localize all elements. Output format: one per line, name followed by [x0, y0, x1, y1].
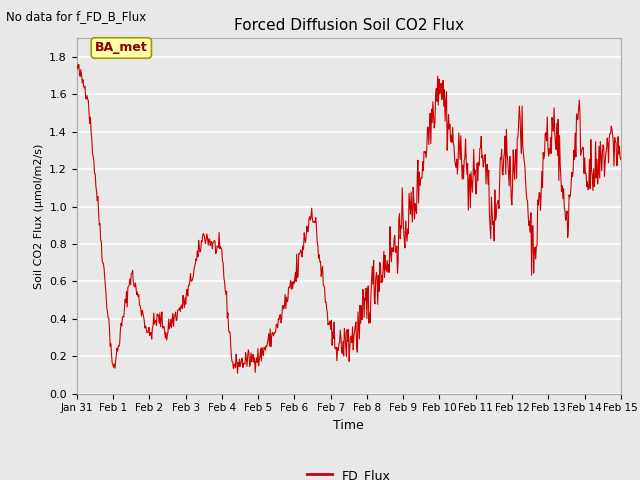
X-axis label: Time: Time [333, 419, 364, 432]
Text: No data for f_FD_B_Flux: No data for f_FD_B_Flux [6, 10, 147, 23]
Title: Forced Diffusion Soil CO2 Flux: Forced Diffusion Soil CO2 Flux [234, 18, 464, 33]
Text: BA_met: BA_met [95, 41, 148, 55]
Y-axis label: Soil CO2 Flux (μmol/m2/s): Soil CO2 Flux (μmol/m2/s) [34, 144, 44, 288]
Legend: FD_Flux: FD_Flux [302, 464, 396, 480]
